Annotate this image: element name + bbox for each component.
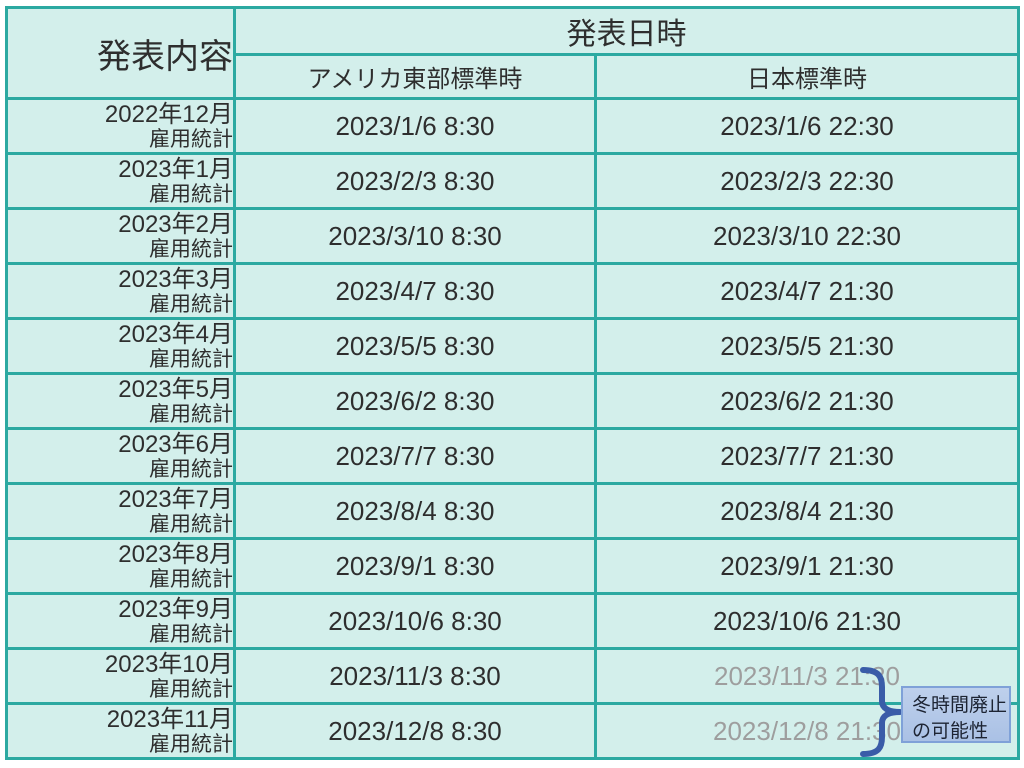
release-content-cell: 2023年6月 雇用統計 [5, 427, 236, 485]
us-eastern-time-cell: 2023/7/7 8:30 [233, 427, 597, 485]
japan-time-cell: 2023/7/7 21:30 [594, 427, 1020, 485]
release-month-label: 2023年8月 [118, 540, 233, 568]
japan-time-cell: 2023/6/2 21:30 [594, 372, 1020, 430]
release-month-label: 2022年12月 [104, 100, 233, 128]
release-month-label: 2023年2月 [118, 210, 233, 238]
japan-time-cell: 2023/5/5 21:30 [594, 317, 1020, 375]
winter-time-note-line1: 冬時間廃止 [912, 695, 1008, 716]
content-column-header: 発表内容 [5, 6, 236, 100]
datetime-group-header: 発表日時 [233, 6, 1020, 56]
release-type-label: 雇用統計 [149, 183, 233, 207]
us-eastern-time-cell: 2023/5/5 8:30 [233, 317, 597, 375]
japan-column-header: 日本標準時 [594, 53, 1020, 100]
release-content-cell: 2023年1月 雇用統計 [5, 152, 236, 210]
us-eastern-time-cell: 2023/3/10 8:30 [233, 207, 597, 265]
japan-time-cell: 2023/9/1 21:30 [594, 537, 1020, 595]
release-type-label: 雇用統計 [149, 458, 233, 482]
table-row: 2023年8月 雇用統計 2023/9/1 8:30 2023/9/1 21:30 [5, 537, 1020, 595]
release-content-cell: 2022年12月 雇用統計 [5, 97, 236, 155]
japan-time-cell: 2023/3/10 22:30 [594, 207, 1020, 265]
release-content-cell: 2023年8月 雇用統計 [5, 537, 236, 595]
release-schedule-table: 発表内容 発表日時 アメリカ東部標準時 日本標準時 2022年12月 雇用統計 20… [5, 6, 1020, 760]
winter-time-note: 冬時間廃止 の可能性 [901, 686, 1011, 743]
release-content-cell: 2023年2月 雇用統計 [5, 207, 236, 265]
table-row: 2023年11月 雇用統計 2023/12/8 8:30 2023/12/8 21:3… [5, 702, 1020, 760]
release-month-label: 2023年1月 [118, 155, 233, 183]
release-content-cell: 2023年5月 雇用統計 [5, 372, 236, 430]
release-type-label: 雇用統計 [149, 293, 233, 317]
release-month-label: 2023年4月 [118, 320, 233, 348]
us-eastern-time-cell: 2023/11/3 8:30 [233, 647, 597, 705]
table-row: 2023年4月 雇用統計 2023/5/5 8:30 2023/5/5 21:30 [5, 317, 1020, 375]
japan-time-cell: 2023/4/7 21:30 [594, 262, 1020, 320]
table-row: 2022年12月 雇用統計 2023/1/6 8:30 2023/1/6 22:30 [5, 97, 1020, 155]
subheader-row: アメリカ東部標準時 日本標準時 [7, 53, 1020, 100]
release-content-cell: 2023年3月 雇用統計 [5, 262, 236, 320]
release-content-cell: 2023年10月 雇用統計 [5, 647, 236, 705]
table-row: 2023年1月 雇用統計 2023/2/3 8:30 2023/2/3 22:30 [5, 152, 1020, 210]
japan-time-cell: 2023/1/6 22:30 [594, 97, 1020, 155]
us-eastern-time-cell: 2023/4/7 8:30 [233, 262, 597, 320]
release-month-label: 2023年9月 [118, 595, 233, 623]
release-month-label: 2023年3月 [118, 265, 233, 293]
us-eastern-time-cell: 2023/12/8 8:30 [233, 702, 597, 760]
release-content-cell: 2023年9月 雇用統計 [5, 592, 236, 650]
release-month-label: 2023年11月 [106, 705, 233, 733]
japan-time-cell: 2023/10/6 21:30 [594, 592, 1020, 650]
table-body: 2022年12月 雇用統計 2023/1/6 8:30 2023/1/6 22:30 2… [5, 97, 1020, 760]
release-type-label: 雇用統計 [149, 513, 233, 537]
release-type-label: 雇用統計 [149, 403, 233, 427]
us-eastern-time-cell: 2023/6/2 8:30 [233, 372, 597, 430]
release-month-label: 2023年7月 [118, 485, 233, 513]
release-type-label: 雇用統計 [149, 238, 233, 262]
release-content-cell: 2023年11月 雇用統計 [5, 702, 236, 760]
table-row: 2023年9月 雇用統計 2023/10/6 8:30 2023/10/6 21:30 [5, 592, 1020, 650]
release-month-label: 2023年6月 [118, 430, 233, 458]
table-row: 2023年3月 雇用統計 2023/4/7 8:30 2023/4/7 21:30 [5, 262, 1020, 320]
release-type-label: 雇用統計 [149, 623, 233, 647]
winter-time-note-line2: の可能性 [912, 720, 989, 742]
release-type-label: 雇用統計 [149, 348, 233, 372]
japan-time-cell: 2023/8/4 21:30 [594, 482, 1020, 540]
release-type-label: 雇用統計 [149, 733, 233, 757]
us-eastern-time-cell: 2023/9/1 8:30 [233, 537, 597, 595]
table-row: 2023年6月 雇用統計 2023/7/7 8:30 2023/7/7 21:30 [5, 427, 1020, 485]
us-eastern-time-cell: 2023/8/4 8:30 [233, 482, 597, 540]
release-month-label: 2023年5月 [118, 375, 233, 403]
release-month-label: 2023年10月 [104, 650, 233, 678]
header-row: 発表内容 発表日時 [5, 6, 1020, 100]
table-row: 2023年7月 雇用統計 2023/8/4 8:30 2023/8/4 21:30 [5, 482, 1020, 540]
us-eastern-time-cell: 2023/1/6 8:30 [233, 97, 597, 155]
japan-time-cell: 2023/2/3 22:30 [594, 152, 1020, 210]
us-eastern-time-cell: 2023/10/6 8:30 [233, 592, 597, 650]
release-content-cell: 2023年7月 雇用統計 [5, 482, 236, 540]
release-type-label: 雇用統計 [149, 128, 233, 152]
us-eastern-column-header: アメリカ東部標準時 [233, 53, 597, 100]
us-eastern-time-cell: 2023/2/3 8:30 [233, 152, 597, 210]
release-type-label: 雇用統計 [149, 678, 233, 702]
release-content-cell: 2023年4月 雇用統計 [5, 317, 236, 375]
table-row: 2023年10月 雇用統計 2023/11/3 8:30 2023/11/3 21:3… [5, 647, 1020, 705]
table-row: 2023年5月 雇用統計 2023/6/2 8:30 2023/6/2 21:30 [5, 372, 1020, 430]
release-type-label: 雇用統計 [149, 568, 233, 592]
table-row: 2023年2月 雇用統計 2023/3/10 8:30 2023/3/10 22:30 [5, 207, 1020, 265]
